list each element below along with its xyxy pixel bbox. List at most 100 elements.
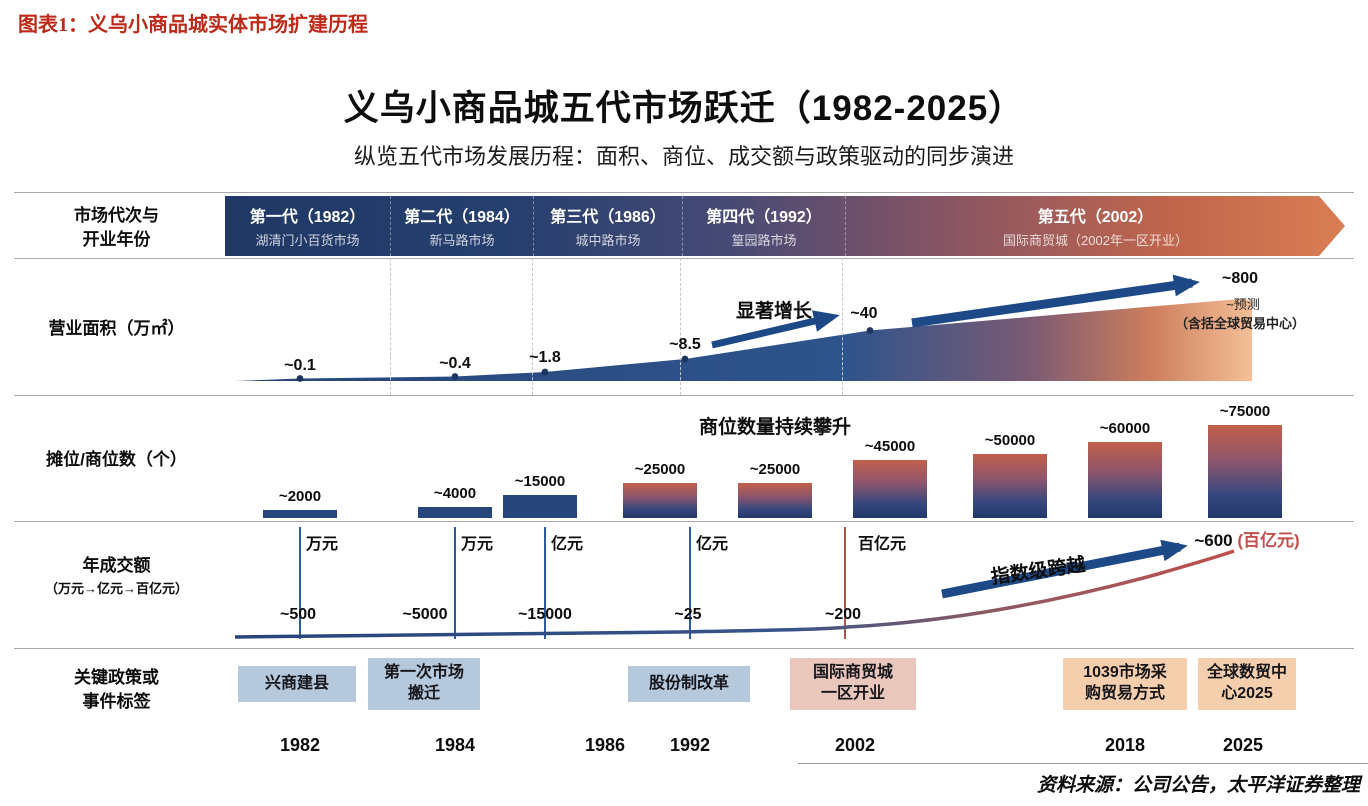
txn-unit-label: 万元	[460, 536, 494, 553]
row-label-transactions-line2: （万元→亿元→百亿元）	[44, 580, 188, 596]
txn-final-number: ~600	[1194, 531, 1233, 550]
txn-unit-label: 百亿元	[857, 536, 907, 553]
txn-final-value: ~600 (百亿元)	[1194, 526, 1299, 551]
stalls-annotation: 商位数量持续攀升	[698, 417, 852, 438]
area-point	[296, 375, 304, 382]
generation-name: 第二代（1984）	[404, 209, 520, 226]
transaction-chart	[234, 527, 1235, 639]
generation-segment: 第二代（1984） 新马路市场	[391, 196, 534, 256]
generation-market: 城中路市场	[575, 233, 641, 248]
stall-value-label: ~4000	[433, 485, 477, 502]
row-divider	[14, 192, 1354, 193]
generation-name: 第四代（1992）	[706, 209, 822, 226]
txn-value-label: ~5000	[402, 606, 448, 623]
txn-value-label: ~200	[824, 606, 862, 623]
stall-value-label: ~50000	[984, 432, 1036, 449]
column-divider-icon	[390, 258, 391, 395]
txn-unit-label: 亿元	[695, 536, 729, 553]
generation-band: 第一代（1982） 湖清门小百货市场 第二代（1984） 新马路市场 第三代（1986）…	[225, 196, 1345, 256]
txn-value-label: ~500	[279, 606, 317, 623]
chart-title: 义乌小商品城五代市场跃迁（1982-2025）	[343, 89, 1025, 128]
event-label-line: 全球数贸中	[1206, 664, 1287, 682]
txn-value-label: ~25	[674, 606, 702, 623]
row-label-generation: 市场代次与 开业年份	[14, 204, 219, 252]
generation-market: 篁园路市场	[731, 233, 797, 248]
source-note: 资料来源：公司公告，太平洋证券整理	[1036, 775, 1360, 796]
row-divider	[14, 395, 1354, 396]
generation-segment: 第三代（1986） 城中路市场	[534, 196, 683, 256]
event-label-line: 兴商建县	[264, 674, 329, 692]
area-points	[296, 327, 874, 382]
row-divider	[14, 648, 1354, 649]
stall-bar	[503, 495, 577, 518]
generation-segment: 第五代（2002） 国际商贸城（2002年一区开业）	[846, 196, 1345, 256]
row-label-area: 营业面积（万㎡）	[48, 319, 185, 338]
year-label: 2002	[834, 735, 876, 755]
event-label: 国际商贸城 一区开业	[790, 658, 916, 710]
footer-divider	[798, 763, 1368, 764]
area-value-label: ~0.1	[284, 357, 316, 374]
generation-name: 第五代（2002）	[1037, 209, 1154, 226]
event-label: 1039市场采 购贸易方式	[1063, 658, 1187, 710]
event-label-line: 国际商贸城	[812, 664, 893, 682]
area-value-label: ~40	[850, 305, 878, 322]
event-label-line: 第一次市场	[383, 664, 464, 682]
row-label-generation-line1: 市场代次与	[74, 206, 159, 225]
column-divider-icon	[842, 258, 843, 395]
row-label-events-line1: 关键政策或	[74, 668, 159, 687]
area-value-label: ~1.8	[529, 349, 561, 366]
row-label-events: 关键政策或 事件标签	[14, 666, 219, 714]
area-point	[866, 327, 874, 334]
stall-bar	[738, 483, 812, 518]
area-point	[541, 368, 549, 376]
column-divider-icon	[680, 258, 681, 395]
event-label: 兴商建县	[238, 666, 356, 702]
forecast-note-1: ~预测	[1226, 297, 1260, 312]
stall-value-label: ~60000	[1099, 420, 1151, 437]
year-label: 1986	[584, 735, 626, 755]
txn-final-unit: (百亿元)	[1237, 531, 1300, 550]
stall-value-label: ~15000	[514, 473, 566, 490]
generation-market: 湖清门小百货市场	[255, 233, 360, 248]
txn-value-label: ~15000	[518, 606, 572, 623]
forecast-arrow-icon	[911, 274, 1200, 328]
area-point	[451, 373, 459, 380]
generation-name: 第一代（1982）	[249, 209, 366, 226]
row-label-stalls: 摊位/商位数（个）	[46, 450, 187, 469]
year-label: 1982	[279, 735, 321, 755]
year-label: 1984	[434, 735, 476, 755]
stall-value-label: ~2000	[278, 488, 322, 505]
event-label: 股份制改革	[628, 666, 750, 702]
generation-market: 国际商贸城（2002年一区开业）	[1003, 233, 1188, 248]
row-divider	[14, 258, 1354, 259]
chart-subtitle: 纵览五代市场发展历程：面积、商位、成交额与政策驱动的同步演进	[353, 144, 1015, 169]
stall-value-label: ~75000	[1219, 403, 1271, 420]
stall-bar	[973, 454, 1047, 518]
generation-market: 新马路市场	[429, 233, 495, 248]
forecast-note-2: （含括全球贸易中心）	[1174, 316, 1306, 331]
year-label: 2018	[1104, 735, 1146, 755]
year-label: 1992	[669, 735, 711, 755]
row-label-events-line2: 事件标签	[82, 691, 151, 711]
area-value-label: ~800	[1221, 270, 1259, 287]
event-label: 全球数贸中心2025	[1198, 658, 1296, 710]
row-label-transactions-line1: 年成交额	[82, 556, 151, 575]
year-label: 2025	[1222, 735, 1264, 755]
area-value-label: ~8.5	[669, 336, 701, 353]
stall-value-label: ~25000	[749, 461, 801, 478]
event-label-line: 心2025	[1221, 685, 1273, 702]
event-label-line: 搬迁	[407, 685, 440, 702]
generation-segment: 第四代（1992） 篁园路市场	[683, 196, 846, 256]
row-label-transactions: 年成交额 （万元→亿元→百亿元）	[14, 554, 219, 598]
event-label-line: 1039市场采	[1083, 664, 1167, 682]
stall-bar	[263, 510, 337, 518]
txn-unit-label: 亿元	[550, 536, 584, 553]
stall-bar	[418, 507, 492, 518]
area-value-label: ~0.4	[439, 355, 471, 372]
generation-segment: 第一代（1982） 湖清门小百货市场	[225, 196, 391, 256]
stall-value-label: ~25000	[634, 461, 686, 478]
event-label: 第一次市场 搬迁	[368, 658, 480, 710]
row-divider	[14, 521, 1354, 522]
column-divider-icon	[532, 258, 533, 395]
stall-bar	[1208, 425, 1282, 518]
